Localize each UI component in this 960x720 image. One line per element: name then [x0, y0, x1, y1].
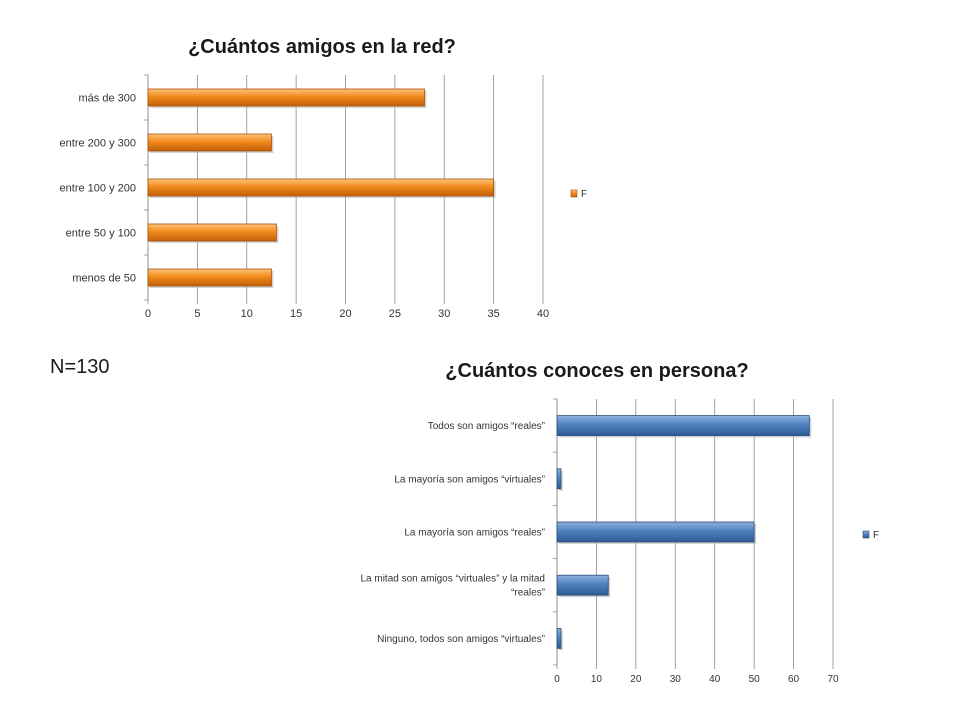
legend-label: F — [873, 530, 879, 541]
bar — [147, 133, 272, 152]
category-label: Todos son amigos “reales” — [428, 421, 545, 432]
x-tick-label: 20 — [630, 674, 642, 685]
bar — [556, 628, 562, 649]
category-label: La mayoría son amigos “virtuales” — [394, 474, 545, 485]
category-label: La mitad son amigos “virtuales” y la mit… — [360, 574, 545, 585]
bar — [147, 88, 425, 107]
x-tick-label: 15 — [290, 308, 302, 320]
bar — [556, 468, 562, 490]
x-tick-label: 30 — [438, 308, 450, 320]
chart-2: ¿Cuántos conoces en persona? 0 10 20 30 40 50 6… — [360, 360, 879, 685]
bar — [556, 415, 810, 437]
chart-title: ¿Cuántos amigos en la red? — [188, 36, 456, 58]
x-tick-label: 70 — [827, 674, 839, 685]
x-tick-label: 40 — [537, 308, 549, 320]
bar — [147, 268, 272, 287]
x-tick-label: 10 — [591, 674, 603, 685]
category-label: “reales” — [511, 588, 545, 599]
category-label: Ninguno, todos son amigos “virtuales” — [377, 634, 545, 645]
category-label: menos de 50 — [72, 272, 136, 284]
legend-swatch — [570, 189, 578, 198]
x-tick-label: 5 — [194, 308, 200, 320]
x-tick-label: 40 — [709, 674, 721, 685]
legend-swatch — [862, 530, 870, 539]
category-label: La mayoría son amigos “reales” — [404, 528, 545, 539]
x-tick-label: 50 — [749, 674, 761, 685]
category-label: entre 50 y 100 — [66, 227, 136, 239]
sample-size-note: N=130 — [50, 356, 110, 378]
x-tick-label: 0 — [145, 308, 151, 320]
x-tick-label: 60 — [788, 674, 800, 685]
bar — [556, 521, 755, 543]
x-tick-label: 10 — [241, 308, 253, 320]
bar — [556, 574, 609, 596]
category-label: más de 300 — [79, 92, 136, 104]
legend-label: F — [581, 189, 587, 200]
category-label: entre 100 y 200 — [60, 182, 136, 194]
bar — [147, 178, 495, 197]
bar — [147, 223, 277, 242]
category-label: entre 200 y 300 — [60, 137, 136, 149]
chart-1: ¿Cuántos amigos en la red? 0 5 10 15 20 25 30 35… — [60, 36, 588, 320]
x-tick-label: 30 — [670, 674, 682, 685]
x-tick-label: 20 — [339, 308, 351, 320]
x-tick-label: 25 — [389, 308, 401, 320]
x-tick-label: 35 — [488, 308, 500, 320]
chart-title: ¿Cuántos conoces en persona? — [445, 360, 748, 382]
x-tick-label: 0 — [554, 674, 560, 685]
